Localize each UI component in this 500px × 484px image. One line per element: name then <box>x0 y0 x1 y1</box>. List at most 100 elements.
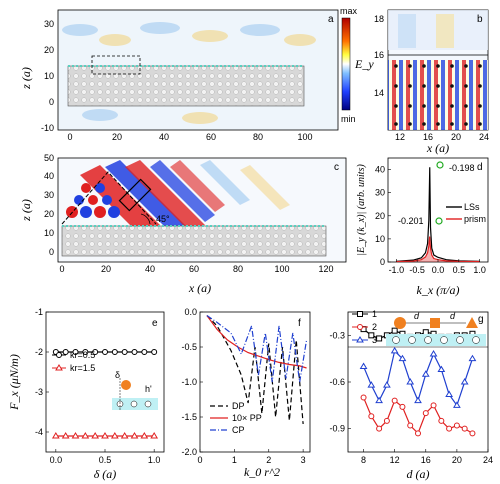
data-point <box>140 432 149 439</box>
xtick-label: 2 <box>266 455 271 465</box>
ytick-label: 0 <box>380 257 385 267</box>
panel-d-label: d <box>477 162 483 173</box>
panel-a-photonic-crystal <box>67 65 305 107</box>
a-xtick: 100 <box>297 132 312 142</box>
panel-a-colorbar <box>341 17 351 111</box>
panel-e-chart <box>51 349 159 439</box>
xtick-label: 0 <box>197 455 202 465</box>
c-ytick: 0 <box>49 247 54 257</box>
b-xtick: 24 <box>479 132 489 142</box>
data-point <box>81 432 90 439</box>
panel-c-standing-wave <box>66 183 120 218</box>
data-point <box>453 422 460 429</box>
panel-c-xlabel: x (a) <box>188 281 211 295</box>
data-point <box>151 349 158 355</box>
panel-f-chart <box>206 315 308 425</box>
data-point <box>469 430 476 437</box>
inset-e-h: h' <box>145 384 152 394</box>
panel-e-xticks: 0.0 0.5 1.0 <box>50 449 160 465</box>
ytick-label: 0.0 <box>184 307 197 317</box>
data-point <box>376 425 383 432</box>
data-point <box>437 365 446 373</box>
ytick-label: 20 <box>375 211 385 221</box>
panel-c-yticks: 0 10 20 30 40 50 <box>44 153 54 257</box>
data-point <box>110 432 119 439</box>
a-xtick: 0 <box>67 132 72 142</box>
data-point <box>390 346 399 354</box>
data-point <box>453 401 461 408</box>
data-point <box>61 432 70 439</box>
c-ytick: 50 <box>44 153 54 163</box>
b-ytick: 16 <box>374 50 384 60</box>
data-point <box>415 430 421 437</box>
xtick-label: 8 <box>361 455 366 465</box>
data-point <box>111 349 118 355</box>
panel-a-field-pattern <box>62 22 316 124</box>
data-point <box>367 381 376 388</box>
panel-g-inset: d d <box>386 311 486 346</box>
legend-kr15: kr=1.5 <box>70 363 95 373</box>
xtick-label: -0.5 <box>409 265 425 275</box>
panel-a-label: a <box>328 14 334 25</box>
ytick-label: 30 <box>375 188 385 198</box>
legend-dp: DP <box>232 401 245 411</box>
xtick-label: 12 <box>390 455 400 465</box>
ytick-label: -0.3 <box>329 330 345 340</box>
panel-d-peak1: -0.198 <box>449 163 475 173</box>
data-point <box>91 432 100 439</box>
panel-e-ylabel: F_x (μN/m) <box>7 354 21 411</box>
inset-e-delta: δ <box>115 370 120 380</box>
inset-g-d2: d <box>450 311 456 321</box>
panel-b-xlabel: x (a) <box>426 141 449 155</box>
xtick-label: 16 <box>421 455 431 465</box>
inset-g-particle-2 <box>430 318 440 328</box>
ytick-label: -1 <box>35 307 43 317</box>
data-point <box>72 349 79 355</box>
data-point <box>359 362 368 369</box>
c-xtick: 20 <box>101 264 111 274</box>
data-point <box>399 403 406 410</box>
series-line-DP <box>206 315 304 425</box>
b-ytick: 14 <box>374 88 384 98</box>
series-line-LSs <box>396 167 480 262</box>
data-point <box>446 425 453 432</box>
panel-f-xlabel: k_0 r^2 <box>244 465 280 479</box>
panel-f-yticks: 0.0 -0.5 -1.0 -1.5 -2.0 <box>181 307 203 457</box>
xtick-label: 0.5 <box>453 265 466 275</box>
colorbar-label: E_y <box>354 57 374 71</box>
c-xtick: 80 <box>233 264 243 274</box>
panel-f-label: f <box>298 318 301 329</box>
data-point <box>430 402 437 409</box>
b-xtick: 20 <box>451 132 461 142</box>
panel-c-prism-outline <box>61 171 157 225</box>
inset-g-particle-3 <box>466 317 478 328</box>
b-xtick: 16 <box>423 132 433 142</box>
data-point <box>130 432 139 439</box>
colorbar-min-label: min <box>341 114 356 124</box>
data-point <box>82 349 89 355</box>
data-point <box>391 327 398 334</box>
panel-g-legend: 1 2 3 <box>352 309 377 345</box>
legend-g2: 2 <box>372 322 377 332</box>
data-point <box>101 432 109 439</box>
ytick-label: -2.0 <box>181 447 197 457</box>
panel-c: 45° c 0 10 20 30 40 50 0 20 40 60 80 100… <box>19 153 347 295</box>
panel-e-plot-area <box>45 311 165 453</box>
legend-cp: CP <box>232 425 245 435</box>
series-line-prism <box>396 236 480 263</box>
panel-c-label: c <box>334 162 339 173</box>
peak1-marker <box>436 161 444 169</box>
c-ytick: 30 <box>44 190 54 200</box>
a-ytick: 10 <box>44 71 54 81</box>
series-line-CP <box>206 315 308 383</box>
c-xtick: 40 <box>145 264 155 274</box>
panel-a-ylabel: z (a) <box>19 67 33 90</box>
data-point <box>102 349 108 355</box>
ytick-label: -0.6 <box>329 377 345 387</box>
panel-d-peak2: -0.201 <box>398 216 424 226</box>
data-point <box>429 350 438 357</box>
data-point <box>391 397 398 404</box>
series-line-10× PP <box>206 315 307 369</box>
data-point <box>360 394 367 401</box>
